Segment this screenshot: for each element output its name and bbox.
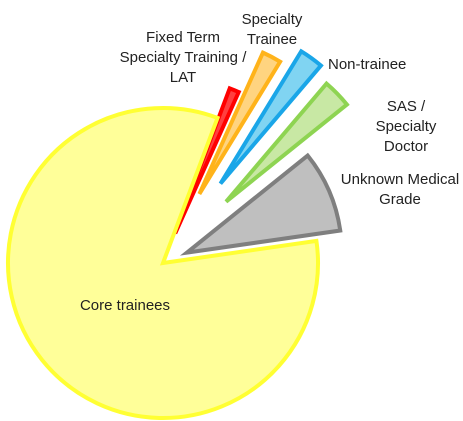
- slice-label: Core trainees: [79, 297, 171, 314]
- pie-slice: [179, 152, 343, 256]
- pie-slice: [173, 85, 242, 235]
- pie-slice: [6, 106, 320, 420]
- pie-slice: [197, 49, 283, 196]
- slice-label: Non-trainee: [328, 56, 407, 73]
- pie-slice: [218, 48, 324, 185]
- slice-label: Specialty Trainee: [241, 11, 303, 48]
- slice-label: SAS / Specialty Doctor: [375, 98, 437, 155]
- pie-slice: [224, 80, 350, 204]
- slice-label: Fixed Term Specialty Training / LAT: [119, 29, 247, 86]
- slice-label: Unknown Medical Grade: [340, 171, 460, 208]
